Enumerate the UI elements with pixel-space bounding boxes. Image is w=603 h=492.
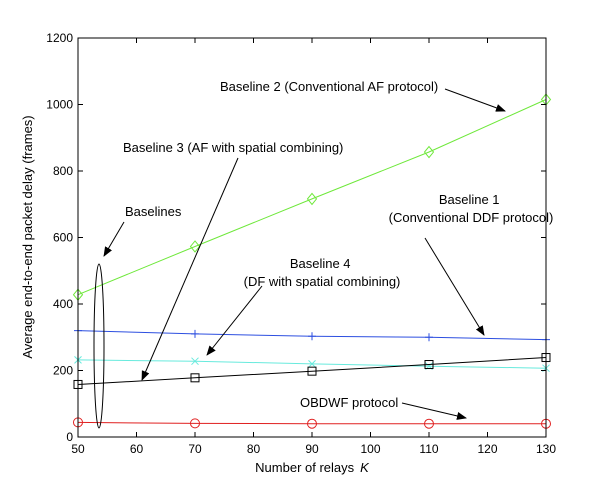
annotation-baselines: Baselines	[125, 204, 182, 219]
data-point-s1-3	[425, 333, 433, 342]
data-point-s1-2	[308, 332, 316, 341]
series-line-3	[77, 357, 547, 385]
data-point-s2-1	[191, 357, 199, 366]
data-point-s4-2	[307, 418, 317, 429]
annotation-baseline-4: Baseline 4 (DF with spatial combining)	[244, 256, 401, 289]
annotation-obdwf: OBDWF protocol	[300, 395, 398, 410]
annotation-baseline-3: Baseline 3 (AF with spatial combining)	[123, 140, 343, 155]
baselines-ellipse	[93, 263, 105, 429]
annotation-baseline-1: Baseline 1 (Conventional DDF protocol)	[389, 192, 554, 225]
series-line-0	[77, 99, 547, 296]
data-point-s3-3	[424, 360, 434, 370]
x-tick-label: 50	[71, 442, 85, 456]
data-point-s2-2	[308, 359, 316, 368]
arrow-baseline-4	[206, 285, 263, 356]
arrow-baseline-2	[444, 88, 506, 112]
data-point-s0-3	[423, 145, 435, 159]
data-point-s1-1	[191, 329, 199, 338]
x-axis-label-text: Number of relays	[255, 460, 354, 475]
arrow-baseline-3	[141, 157, 239, 381]
arrow-baselines	[103, 221, 125, 257]
y-axis-label: Average end-to-end packet delay (frames)	[20, 115, 35, 358]
data-point-s4-3	[424, 418, 434, 429]
data-point-s3-1	[190, 373, 200, 383]
arrow-baseline-1	[424, 237, 485, 336]
y-tick-label: 1000	[46, 98, 73, 112]
data-point-s0-1	[189, 240, 201, 253]
y-tick-label: 200	[53, 364, 73, 378]
y-tick-label: 400	[53, 297, 73, 311]
x-tick-label: 70	[188, 442, 202, 456]
x-tick-label: 60	[130, 442, 144, 456]
y-tick-label: 800	[53, 164, 73, 178]
x-tick-label: 120	[477, 442, 497, 456]
x-axis-label-var: K	[360, 460, 370, 475]
x-tick-label: 80	[247, 442, 261, 456]
x-tick-label: 100	[360, 442, 380, 456]
data-point-s4-1	[190, 418, 200, 429]
y-tick-label: 600	[53, 231, 73, 245]
annotation-baseline-2: Baseline 2 (Conventional AF protocol)	[220, 79, 438, 94]
arrow-obdwf	[401, 402, 467, 420]
x-tick-label: 110	[419, 442, 438, 456]
x-tick-label: 90	[305, 442, 319, 456]
y-tick-label: 1200	[46, 31, 73, 45]
series-line-4	[77, 421, 546, 425]
data-point-s3-2	[307, 366, 317, 376]
x-tick-label: 130	[536, 442, 556, 456]
data-point-s0-2	[306, 192, 318, 206]
x-axis-label: Number of relays K	[255, 460, 370, 475]
y-tick-label: 0	[66, 430, 73, 444]
